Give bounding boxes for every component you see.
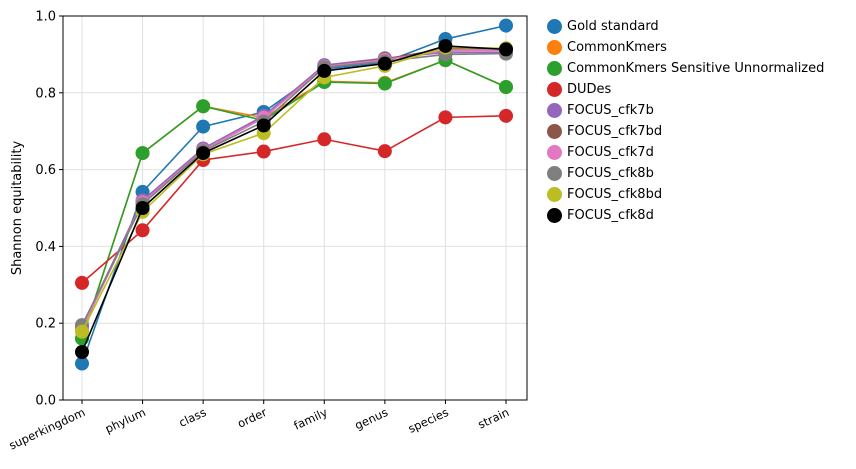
- legend-marker-icon: [547, 208, 562, 223]
- legend-item: FOCUS_cfk7d: [547, 142, 824, 163]
- data-point: [75, 356, 89, 371]
- legend-marker-icon: [547, 166, 562, 181]
- x-tick-label: class: [177, 405, 209, 430]
- legend-label: CommonKmers: [567, 40, 667, 55]
- data-point: [377, 144, 392, 159]
- x-tick-label: order: [235, 405, 269, 431]
- legend-item: CommonKmers Sensitive Unnormalized: [547, 58, 824, 79]
- legend-marker-icon: [547, 40, 562, 55]
- y-tick-label: 0.6: [35, 163, 56, 178]
- data-point: [377, 76, 392, 91]
- y-tick-label: 1.0: [35, 10, 56, 25]
- y-axis-label: Shannon equitability: [10, 141, 25, 276]
- x-axis-ticks: superkingdom phylum class order family genus s…: [7, 400, 512, 453]
- data-point: [317, 63, 332, 78]
- legend-label: CommonKmers Sensitive Unnormalized: [567, 61, 825, 76]
- legend-label: FOCUS_cfk8d: [567, 208, 654, 223]
- y-tick-label: 0.2: [35, 317, 56, 332]
- data-point: [135, 201, 150, 215]
- series-line: [81, 45, 507, 353]
- plot-area: [62, 15, 528, 401]
- legend-label: Gold standard: [567, 19, 659, 34]
- data-point: [438, 110, 453, 125]
- data-point: [317, 132, 332, 147]
- data-point: [438, 38, 453, 53]
- legend-label: FOCUS_cfk7d: [567, 145, 654, 160]
- x-tick-label: phylum: [103, 405, 148, 436]
- series-group: [75, 18, 513, 371]
- data-point: [499, 108, 513, 123]
- series: [75, 108, 513, 290]
- legend-item: FOCUS_cfk7b: [547, 100, 824, 121]
- data-point: [196, 146, 211, 161]
- legend-label: FOCUS_cfk8b: [567, 166, 654, 181]
- legend-marker-icon: [547, 82, 562, 97]
- legend-label: FOCUS_cfk7b: [567, 103, 654, 118]
- data-point: [256, 118, 271, 133]
- legend-marker-icon: [547, 145, 562, 160]
- legend-item: FOCUS_cfk8bd: [547, 184, 824, 205]
- legend-item: CommonKmers: [547, 37, 824, 58]
- x-tick-label: genus: [353, 405, 391, 432]
- y-tick-label: 0.8: [35, 86, 56, 101]
- data-point: [499, 18, 513, 33]
- series-line: [81, 115, 507, 284]
- data-point: [75, 275, 89, 290]
- x-tick-label: superkingdom: [7, 405, 88, 453]
- legend-item: FOCUS_cfk8b: [547, 163, 824, 184]
- legend-label: FOCUS_cfk8bd: [567, 187, 663, 202]
- legend-item: FOCUS_cfk7bd: [547, 121, 824, 142]
- data-point: [196, 99, 211, 114]
- data-point: [499, 42, 513, 57]
- data-point: [75, 345, 89, 359]
- legend-item: FOCUS_cfk8d: [547, 205, 824, 226]
- legend-label: FOCUS_cfk7bd: [567, 124, 663, 139]
- legend-marker-icon: [547, 187, 562, 202]
- series: [75, 38, 513, 359]
- series-line: [81, 52, 507, 326]
- x-tick-label: strain: [476, 405, 512, 432]
- data-point: [499, 80, 513, 95]
- legend-marker-icon: [547, 103, 562, 118]
- data-point: [135, 223, 150, 238]
- legend: Gold standard CommonKmers CommonKmers Sens…: [547, 16, 824, 226]
- series-line: [81, 49, 506, 330]
- data-point: [196, 119, 211, 134]
- y-tick-label: 0.4: [35, 240, 56, 255]
- data-point: [377, 56, 392, 71]
- data-point: [135, 146, 150, 161]
- series-line: [81, 59, 507, 339]
- legend-marker-icon: [547, 19, 562, 34]
- legend-item: DUDes: [547, 79, 824, 100]
- legend-marker-icon: [547, 124, 562, 139]
- legend-label: DUDes: [567, 82, 612, 97]
- legend-marker-icon: [547, 61, 562, 76]
- grid-lines: [63, 15, 527, 401]
- legend-item: Gold standard: [547, 16, 824, 37]
- series-line: [81, 46, 507, 333]
- data-point: [75, 324, 89, 339]
- x-tick-label: family: [291, 405, 329, 433]
- series-line: [81, 51, 506, 328]
- y-tick-label: 0.0: [35, 394, 56, 409]
- data-point: [256, 144, 271, 159]
- x-tick-label: species: [406, 405, 451, 436]
- y-axis-ticks: 0.0 0.2 0.4 0.6 0.8 1.0: [35, 10, 63, 409]
